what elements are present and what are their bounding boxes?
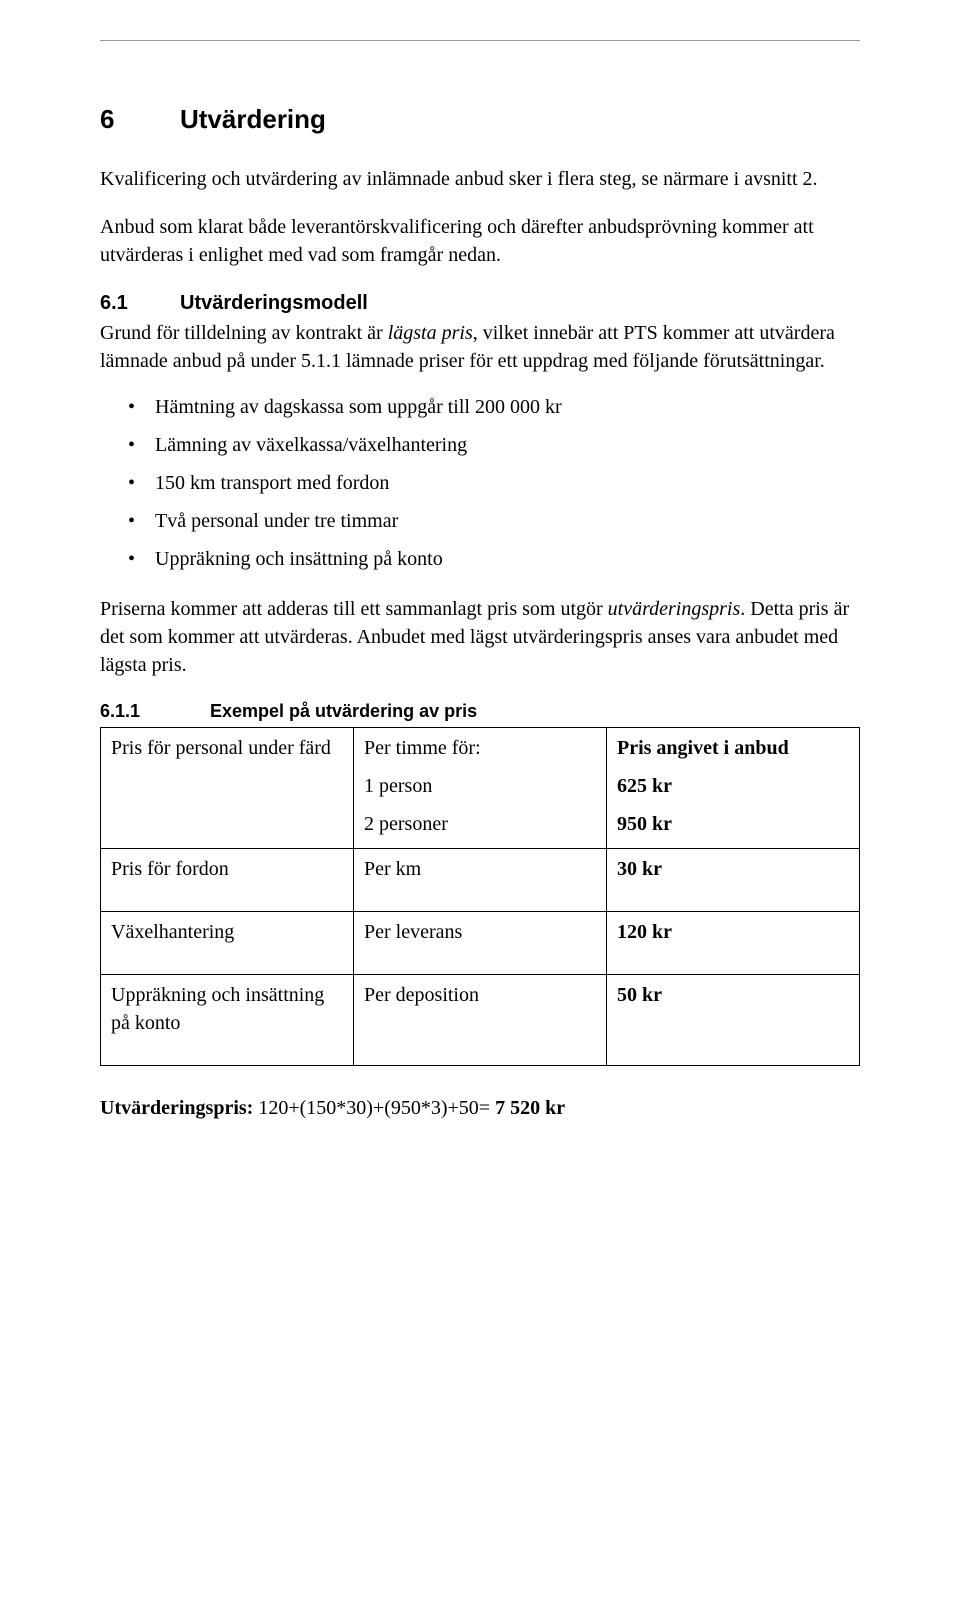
list-item: Uppräkning och insättning på konto	[100, 545, 860, 573]
cell-vaxel-price: 120 kr	[607, 911, 860, 974]
cell-upprakning-unit: Per deposition	[354, 974, 607, 1065]
list-item: Lämning av växelkassa/växelhantering	[100, 431, 860, 459]
list-item: Hämtning av dagskassa som uppgår till 20…	[100, 393, 860, 421]
cell-text: Per timme för:	[364, 734, 596, 762]
paragraph-model: Grund för tilldelning av kontrakt är läg…	[100, 319, 860, 375]
cell-fordon-price: 30 kr	[607, 848, 860, 911]
cell-text: Pris angivet i anbud	[617, 734, 849, 762]
cell-text: 1 person	[364, 772, 596, 800]
cell-vaxel-label: Växelhantering	[101, 911, 354, 974]
table-row: Pris för fordon Per km 30 kr	[101, 848, 860, 911]
heading-3: 6.1.1 Exempel på utvärdering av pris	[100, 699, 860, 724]
paragraph-price-a: Priserna kommer att adderas till ett sam…	[100, 598, 608, 620]
cell-text: Pris för personal under färd	[111, 734, 343, 762]
paragraph-price: Priserna kommer att adderas till ett sam…	[100, 595, 860, 679]
conditions-list: Hämtning av dagskassa som uppgår till 20…	[100, 393, 860, 573]
cell-personal-unit: Per timme för: 1 person 2 personer	[354, 727, 607, 848]
heading-2-title: Utvärderingsmodell	[180, 289, 368, 317]
evaluation-price-total: 7 520 kr	[495, 1097, 565, 1119]
heading-2-number: 6.1	[100, 289, 180, 317]
cell-fordon-unit: Per km	[354, 848, 607, 911]
heading-1-title: Utvärdering	[180, 101, 326, 137]
table-row: Uppräkning och insättning på konto Per d…	[101, 974, 860, 1065]
evaluation-price-expression: 120+(150*30)+(950*3)+50=	[253, 1097, 495, 1119]
paragraph-model-a: Grund för tilldelning av kontrakt är	[100, 322, 388, 344]
cell-vaxel-unit: Per leverans	[354, 911, 607, 974]
heading-2: 6.1 Utvärderingsmodell	[100, 289, 860, 317]
table-row: Växelhantering Per leverans 120 kr	[101, 911, 860, 974]
paragraph-intro-1: Kvalificering och utvärdering av inlämna…	[100, 165, 860, 193]
cell-text: 625 kr	[617, 772, 849, 800]
heading-1-number: 6	[100, 101, 180, 137]
paragraph-price-em: utvärderingspris	[608, 598, 741, 620]
cell-upprakning-price: 50 kr	[607, 974, 860, 1065]
cell-text: 950 kr	[617, 810, 849, 838]
cell-fordon-label: Pris för fordon	[101, 848, 354, 911]
heading-3-title: Exempel på utvärdering av pris	[210, 699, 477, 724]
list-item: Två personal under tre timmar	[100, 507, 860, 535]
evaluation-price-line: Utvärderingspris: 120+(150*30)+(950*3)+5…	[100, 1094, 860, 1122]
heading-1: 6 Utvärdering	[100, 101, 860, 137]
cell-upprakning-label: Uppräkning och insättning på konto	[101, 974, 354, 1065]
paragraph-intro-2: Anbud som klarat både leverantörskvalifi…	[100, 213, 860, 269]
paragraph-model-em: lägsta pris	[388, 322, 473, 344]
heading-3-number: 6.1.1	[100, 699, 210, 724]
pricing-table: Pris för personal under färd Per timme f…	[100, 727, 860, 1066]
cell-text: 2 personer	[364, 810, 596, 838]
evaluation-price-label: Utvärderingspris:	[100, 1097, 253, 1119]
cell-personal-label: Pris för personal under färd	[101, 727, 354, 848]
table-row: Pris för personal under färd Per timme f…	[101, 727, 860, 848]
top-rule	[100, 40, 860, 41]
list-item: 150 km transport med fordon	[100, 469, 860, 497]
cell-personal-price: Pris angivet i anbud 625 kr 950 kr	[607, 727, 860, 848]
